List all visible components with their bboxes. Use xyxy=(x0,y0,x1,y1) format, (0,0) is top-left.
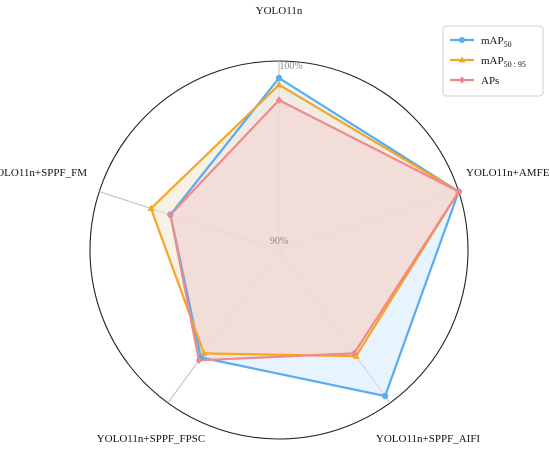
axis-label-3: YOLO11n+SPPF_AIFI xyxy=(376,433,481,445)
tick-label-outer: 100% xyxy=(279,61,302,72)
series-2-line xyxy=(149,83,460,358)
series-3-point-3 xyxy=(350,349,358,358)
series-3-point-2 xyxy=(455,187,462,196)
legend-marker-3 xyxy=(459,76,465,84)
axis-label-1: YOLO11n xyxy=(256,5,303,17)
series-line-layer xyxy=(149,76,460,398)
series-2-point-3 xyxy=(352,352,360,359)
series-2-point-4 xyxy=(200,349,208,356)
legend-box xyxy=(442,25,544,97)
series-2-point-5 xyxy=(147,204,155,211)
axis-label-5: YOLO11n+SPPF_FM xyxy=(0,167,87,179)
series-3-point-4 xyxy=(195,356,203,365)
series-3-line xyxy=(169,98,460,362)
tick-label-inner: 90% xyxy=(270,236,288,247)
series-1-point-3 xyxy=(381,392,389,400)
axis-label-4: YOLO11n+SPPF_FPSC xyxy=(97,433,206,445)
series-3-point-5 xyxy=(167,210,174,219)
series-3-point-1 xyxy=(275,96,283,104)
series-marker-layer xyxy=(147,74,463,400)
legend-label-3: APs xyxy=(481,75,499,87)
series-1-point-1 xyxy=(275,74,283,82)
legend-marker-2 xyxy=(458,56,466,63)
series-3-area xyxy=(170,100,459,361)
axis-label-2: YOLO11n+AMFE xyxy=(466,167,550,179)
legend-marker-1 xyxy=(459,37,465,43)
axis-label-layer: YOLO11n YOLO11n+AMFE YOLO11n+SPPF_AIFI YOLO… xyxy=(0,5,550,445)
series-2-point-1 xyxy=(275,80,283,88)
